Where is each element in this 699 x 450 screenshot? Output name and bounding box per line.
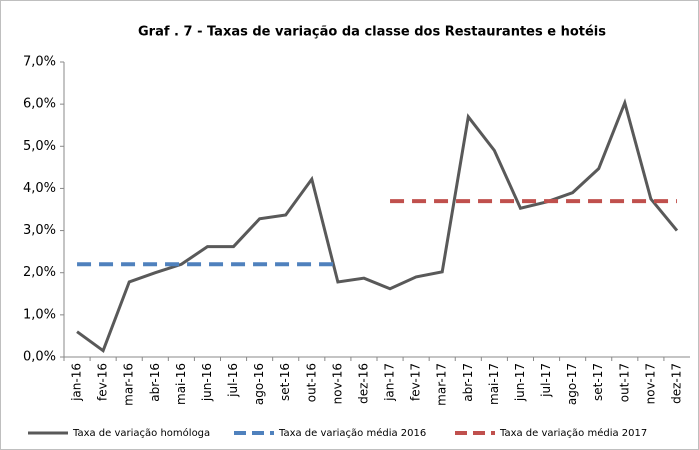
x-tick-label: jun-16 [200, 363, 214, 402]
x-tick-label: mar-17 [435, 363, 449, 406]
x-tick-label: abr-17 [461, 363, 475, 402]
y-tick-label: 4,0% [23, 181, 56, 196]
x-tick-label: fev-17 [409, 363, 423, 401]
x-tick-label: nov-16 [330, 363, 344, 404]
y-tick-label: 3,0% [23, 223, 56, 238]
y-tick-label: 2,0% [23, 265, 56, 280]
x-tick-label: nov-17 [643, 363, 657, 404]
x-tick-label: set-16 [278, 363, 292, 401]
legend-label: Taxa de variação média 2017 [499, 427, 647, 439]
x-tick-label: dez-17 [669, 363, 683, 404]
x-tick-label: jul-16 [226, 363, 240, 398]
y-tick-label: 0,0% [23, 350, 56, 365]
x-tick-label: jul-17 [539, 363, 553, 398]
x-tick-label: mai-17 [487, 363, 501, 405]
x-tick-label: mai-16 [174, 363, 188, 405]
x-tick-label: set-17 [591, 363, 605, 401]
legend-label: Taxa de variação homóloga [72, 427, 210, 439]
x-tick-label: mar-16 [122, 363, 136, 406]
chart-title: Graf . 7 - Taxas de variação da classe d… [138, 25, 606, 40]
y-tick-label: 6,0% [23, 97, 56, 112]
x-tick-label: abr-16 [148, 363, 162, 402]
y-tick-label: 5,0% [23, 139, 56, 154]
x-tick-label: jan-17 [383, 363, 397, 402]
x-tick-label: ago-17 [565, 363, 579, 405]
x-tick-label: out-16 [304, 363, 318, 402]
x-tick-label: fev-16 [96, 363, 110, 401]
legend-label: Taxa de variação média 2016 [278, 427, 426, 439]
x-tick-label: ago-16 [252, 363, 266, 405]
x-tick-label: jun-17 [513, 363, 527, 402]
x-tick-label: dez-16 [356, 363, 370, 404]
x-tick-label: out-17 [617, 363, 631, 402]
x-tick-label: jan-16 [70, 363, 84, 402]
y-tick-label: 1,0% [23, 307, 56, 322]
y-tick-label: 7,0% [23, 55, 56, 70]
